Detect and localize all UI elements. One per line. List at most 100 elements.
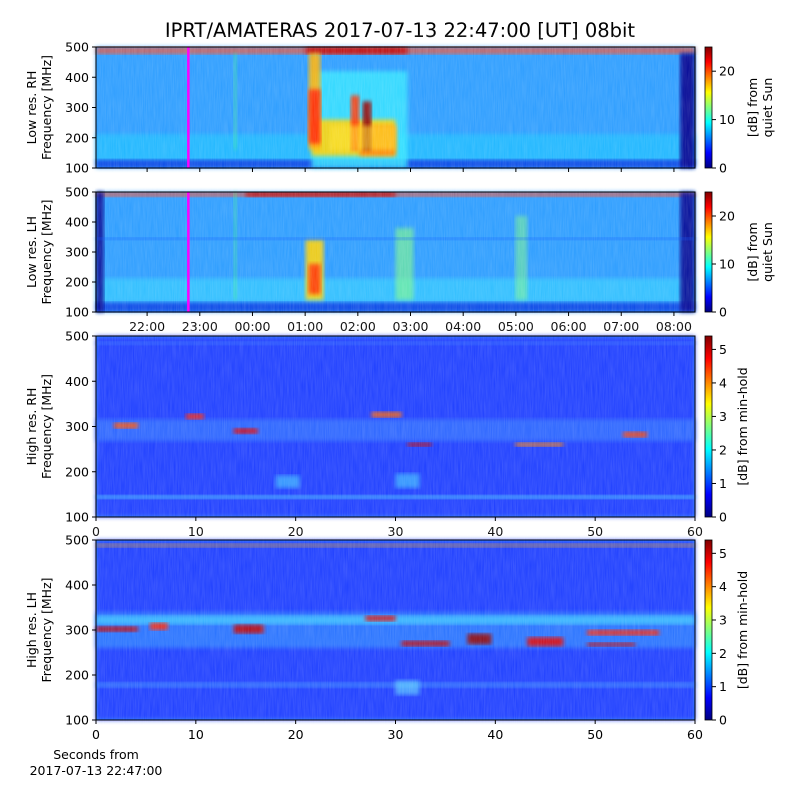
colorbar-tick-label: 20 — [719, 209, 735, 224]
colorbar-tick-label: 10 — [719, 257, 735, 272]
y-tick-label: 500 — [65, 185, 89, 200]
x-axis-label: 2017-07-13 22:47:00 — [30, 763, 163, 778]
spectrogram-image — [96, 47, 695, 168]
figure-title: IPRT/AMATERAS 2017-07-13 22:47:00 [UT] 0… — [165, 19, 636, 42]
y-tick-label: 200 — [65, 668, 89, 683]
colorbar — [704, 539, 713, 721]
colorbar-tick-label: 0 — [719, 305, 727, 320]
y-axis-label: High res. RHFrequency [MHz] — [24, 374, 54, 479]
colorbar-tick-label: 0 — [719, 713, 727, 728]
x-tick-label: 20 — [288, 727, 304, 742]
x-tick-label: 0 — [92, 524, 100, 539]
y-axis-label-line: Frequency [MHz] — [39, 374, 54, 479]
y-tick-label: 400 — [65, 578, 89, 593]
colorbar-label: [dB] from min-hold — [735, 571, 750, 689]
colorbar-label: [dB] fromquiet Sun — [745, 78, 775, 138]
colorbar — [704, 191, 713, 313]
x-tick-label: 04:00 — [445, 319, 481, 334]
x-tick-label: 50 — [587, 727, 603, 742]
y-tick-label: 300 — [65, 419, 89, 434]
x-axis-label: Seconds from — [53, 747, 139, 762]
x-tick-label: 00:00 — [234, 319, 270, 334]
y-axis-label-line: High res. LH — [24, 592, 39, 668]
spectrogram-image — [96, 540, 695, 720]
x-tick-label: 02:00 — [340, 319, 376, 334]
y-tick-label: 100 — [65, 305, 89, 320]
x-tick-label: 10 — [188, 524, 204, 539]
x-tick-label: 10 — [188, 727, 204, 742]
colorbar-label-line: [dB] from — [745, 78, 760, 137]
x-tick-label: 06:00 — [551, 319, 587, 334]
y-tick-label: 200 — [65, 464, 89, 479]
colorbar-tick-label: 2 — [719, 442, 727, 457]
spectrogram-noise — [96, 192, 695, 312]
colorbar-tick-label: 20 — [719, 64, 735, 79]
y-tick-label: 400 — [65, 70, 89, 85]
y-tick-label: 300 — [65, 623, 89, 638]
y-tick-label: 300 — [65, 245, 89, 260]
x-tick-label: 30 — [388, 727, 404, 742]
y-axis-label: Low res. LHFrequency [MHz] — [24, 199, 54, 304]
y-axis-label-line: Low res. LH — [24, 216, 39, 288]
y-tick-label: 200 — [65, 275, 89, 290]
y-axis-label-line: Low res. RH — [24, 71, 39, 145]
x-tick-label: 40 — [487, 524, 503, 539]
y-tick-label: 100 — [65, 510, 89, 525]
x-tick-label: 60 — [687, 524, 703, 539]
x-tick-label: 0 — [92, 727, 100, 742]
colorbar-tick-label: 3 — [719, 613, 727, 628]
y-axis-label-line: Frequency [MHz] — [39, 577, 54, 682]
x-tick-label: 50 — [587, 524, 603, 539]
y-tick-label: 500 — [65, 533, 89, 548]
y-tick-label: 400 — [65, 215, 89, 230]
colorbar-tick-label: 1 — [719, 476, 727, 491]
colorbar-label-line: quiet Sun — [760, 222, 775, 282]
colorbar-tick-label: 0 — [719, 161, 727, 176]
x-tick-label: 22:00 — [129, 319, 165, 334]
y-tick-label: 100 — [65, 713, 89, 728]
colorbar-label-line: [dB] from min-hold — [735, 367, 750, 485]
colorbar-tick-label: 4 — [719, 579, 727, 594]
spectrogram-noise — [96, 540, 695, 720]
colorbar-label-line: [dB] from min-hold — [735, 571, 750, 689]
y-tick-label: 500 — [65, 40, 89, 55]
spectrogram-noise — [96, 336, 695, 517]
y-axis-label-line: Frequency [MHz] — [39, 199, 54, 304]
y-tick-label: 300 — [65, 100, 89, 115]
colorbar-tick-label: 3 — [719, 409, 727, 424]
colorbar-label: [dB] fromquiet Sun — [745, 222, 775, 282]
colorbar-label-line: quiet Sun — [760, 78, 775, 138]
x-tick-label: 01:00 — [287, 319, 323, 334]
y-tick-label: 500 — [65, 329, 89, 344]
x-tick-label: 03:00 — [392, 319, 428, 334]
x-tick-label: 30 — [388, 524, 404, 539]
colorbar-tick-label: 0 — [719, 510, 727, 525]
x-tick-label: 60 — [687, 727, 703, 742]
colorbar-tick-label: 5 — [719, 546, 727, 561]
colorbar-tick-label: 5 — [719, 342, 727, 357]
spectrogram-noise — [96, 47, 695, 168]
y-tick-label: 100 — [65, 161, 89, 176]
spectrogram-image — [96, 336, 695, 517]
x-tick-label: 05:00 — [498, 319, 534, 334]
y-tick-label: 400 — [65, 374, 89, 389]
spectrogram-image — [96, 192, 695, 312]
y-axis-label: Low res. RHFrequency [MHz] — [24, 55, 54, 160]
x-tick-label: 23:00 — [182, 319, 218, 334]
colorbar-label-line: [dB] from — [745, 222, 760, 281]
y-axis-label-line: High res. RH — [24, 388, 39, 466]
colorbar — [704, 335, 713, 518]
colorbar-tick-label: 1 — [719, 679, 727, 694]
x-tick-label: 07:00 — [603, 319, 639, 334]
colorbar-label: [dB] from min-hold — [735, 367, 750, 485]
y-axis-label-line: Frequency [MHz] — [39, 55, 54, 160]
x-tick-label: 20 — [288, 524, 304, 539]
x-tick-label: 08:00 — [656, 319, 692, 334]
colorbar-tick-label: 10 — [719, 112, 735, 127]
y-tick-label: 200 — [65, 130, 89, 145]
colorbar-tick-label: 4 — [719, 375, 727, 390]
y-axis-label: High res. LHFrequency [MHz] — [24, 577, 54, 682]
x-tick-label: 40 — [487, 727, 503, 742]
colorbar-tick-label: 2 — [719, 646, 727, 661]
